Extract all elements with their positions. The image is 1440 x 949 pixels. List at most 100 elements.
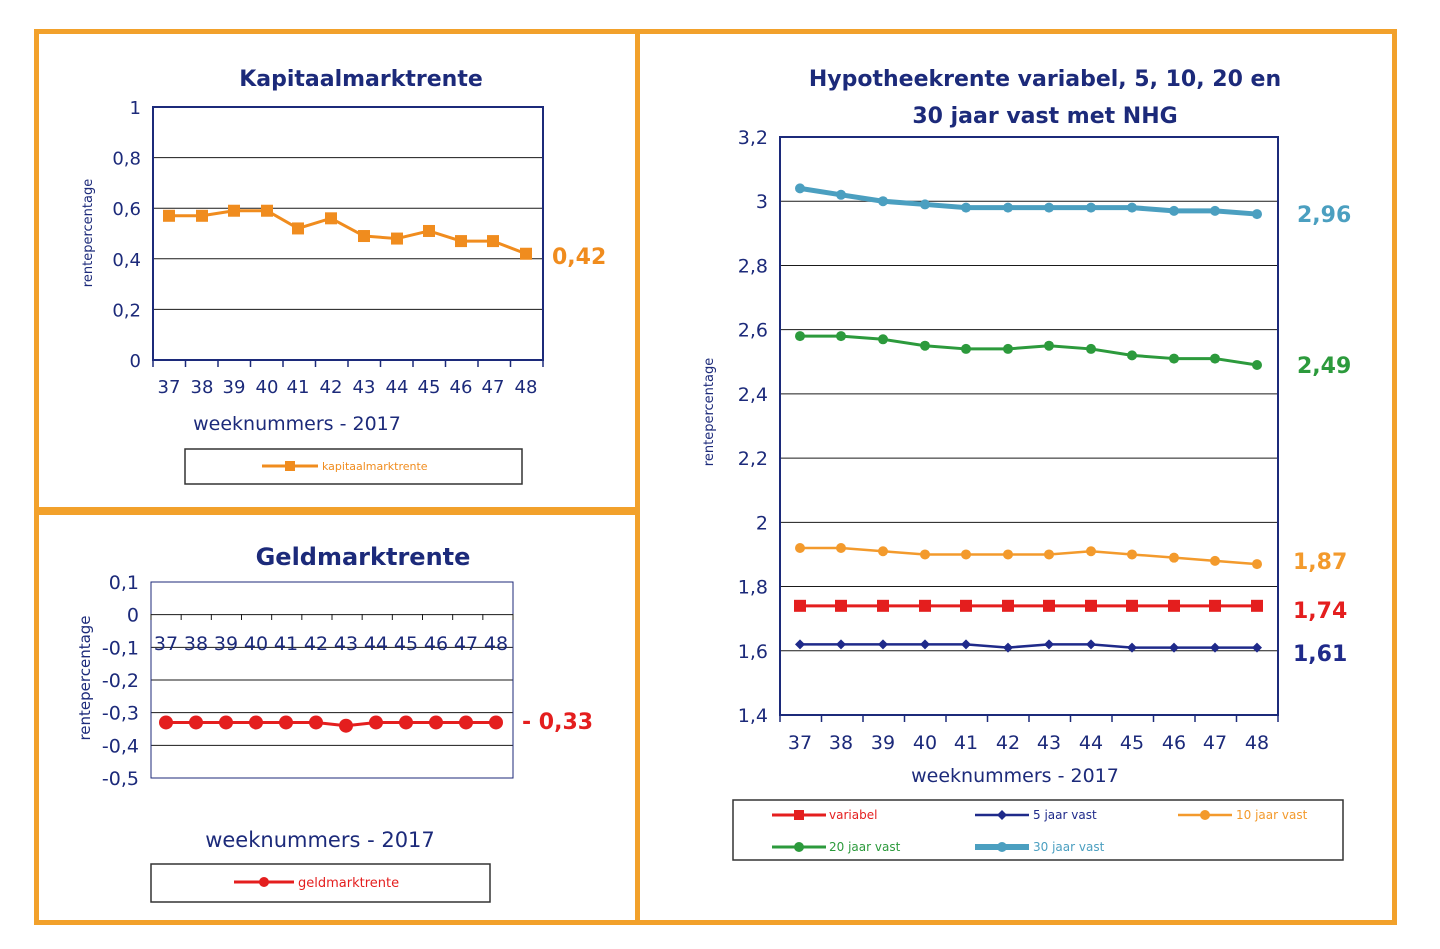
x-axis-label: weeknummers - 2017 xyxy=(911,765,1119,787)
data-point xyxy=(1252,359,1262,370)
y-tick-label: 2,6 xyxy=(738,320,768,342)
x-tick-label: 48 xyxy=(515,377,538,398)
x-tick-label: 40 xyxy=(244,633,268,655)
y-tick-label: -0,2 xyxy=(102,670,139,692)
data-point xyxy=(1003,549,1013,560)
data-point xyxy=(920,549,930,560)
data-point xyxy=(961,202,971,213)
data-point xyxy=(325,212,337,225)
legend-label: 30 jaar vast xyxy=(1033,840,1105,854)
series-line xyxy=(800,334,1258,367)
x-tick-label: 37 xyxy=(158,377,181,398)
data-point xyxy=(1210,205,1220,216)
y-tick-label: -0,4 xyxy=(102,735,139,757)
x-tick-label: 43 xyxy=(334,633,358,655)
x-tick-label: 39 xyxy=(223,377,246,398)
legend-swatch-marker xyxy=(285,461,295,471)
x-tick-label: 37 xyxy=(154,633,178,655)
panel-frame-hypotheek xyxy=(635,29,1397,925)
data-point xyxy=(1085,599,1097,612)
data-point xyxy=(1210,642,1220,653)
data-point xyxy=(836,331,846,342)
x-tick-label: 47 xyxy=(482,377,505,398)
data-point xyxy=(836,639,846,650)
x-tick-label: 46 xyxy=(424,633,448,655)
data-point xyxy=(358,230,370,243)
chart-kapitaal: Kapitaalmarktrente 0 0,2 0,4 0,6 0,8 1 37 38 39 40… xyxy=(81,67,606,485)
x-axis-label: weeknummers - 2017 xyxy=(193,413,401,435)
data-point xyxy=(1251,599,1263,612)
x-tick-label: 42 xyxy=(996,732,1020,754)
chart-title: Geldmarktrente xyxy=(256,543,471,571)
x-tick-label: 40 xyxy=(913,732,937,754)
data-point xyxy=(1209,599,1221,612)
data-point xyxy=(429,715,443,730)
series-line xyxy=(169,209,527,256)
plot-frame xyxy=(779,136,1279,716)
data-point xyxy=(1210,353,1220,364)
data-point xyxy=(399,715,413,730)
data-point xyxy=(836,543,846,554)
data-point xyxy=(1252,642,1262,653)
x-tick-label: 39 xyxy=(871,732,895,754)
x-tick-label: 38 xyxy=(829,732,853,754)
y-tick-label: 0,8 xyxy=(112,149,141,170)
x-tick-label: 38 xyxy=(184,633,208,655)
y-tick-label: 3 xyxy=(756,191,768,213)
data-point xyxy=(228,204,240,217)
series-line xyxy=(166,720,496,728)
data-point xyxy=(961,549,971,560)
y-tick-label: 3,2 xyxy=(738,127,768,149)
legend-label: variabel xyxy=(829,808,877,822)
chart-title-line: Hypotheekrente variabel, 5, 10, 20 en xyxy=(809,67,1281,92)
data-point xyxy=(1252,209,1262,220)
data-point xyxy=(795,183,805,194)
y-tick-label: -0,1 xyxy=(102,637,139,659)
data-point xyxy=(1252,559,1262,570)
end-value-label: - 0,33 xyxy=(522,710,593,735)
data-point xyxy=(455,235,467,248)
data-point xyxy=(309,715,323,730)
legend-box xyxy=(184,448,523,485)
x-tick-label: 43 xyxy=(1037,732,1061,754)
end-value-label: 2,49 xyxy=(1297,354,1351,379)
x-tick-label: 48 xyxy=(484,633,508,655)
legend-box xyxy=(732,799,1344,861)
x-tick-label: 41 xyxy=(274,633,298,655)
y-tick-label: 1,4 xyxy=(738,705,768,727)
y-tick-label: 0,6 xyxy=(112,199,141,220)
data-point xyxy=(391,232,403,245)
y-tick-label: 0 xyxy=(127,605,139,627)
data-point xyxy=(1127,350,1137,361)
legend-box xyxy=(150,863,491,903)
data-point xyxy=(920,199,930,210)
x-tick-label: 44 xyxy=(386,377,409,398)
data-point xyxy=(1044,639,1054,650)
data-point xyxy=(249,715,263,730)
data-point xyxy=(1169,552,1179,563)
end-value-label: 1,61 xyxy=(1293,642,1347,667)
x-tick-label: 41 xyxy=(954,732,978,754)
data-point xyxy=(1210,555,1220,566)
x-tick-label: 46 xyxy=(1162,732,1186,754)
x-tick-label: 44 xyxy=(1079,732,1103,754)
y-axis-label: rentepercentage xyxy=(76,615,94,740)
data-point xyxy=(1043,599,1055,612)
end-value-label: 1,74 xyxy=(1293,599,1347,624)
x-tick-label: 40 xyxy=(256,377,279,398)
series-line xyxy=(800,643,1257,649)
data-point xyxy=(423,224,435,237)
data-point xyxy=(1169,642,1179,653)
x-tick-label: 45 xyxy=(394,633,418,655)
plot-frame xyxy=(152,106,544,361)
y-tick-label: 2,4 xyxy=(738,384,768,406)
x-tick-label: 41 xyxy=(287,377,310,398)
data-point xyxy=(1003,642,1013,653)
data-point xyxy=(795,543,805,554)
x-tick-label: 44 xyxy=(364,633,388,655)
data-point xyxy=(835,599,847,612)
data-point xyxy=(487,235,499,248)
y-axis-label: rentepercentage xyxy=(81,179,96,287)
series-10-jaar-vast xyxy=(795,543,1262,570)
